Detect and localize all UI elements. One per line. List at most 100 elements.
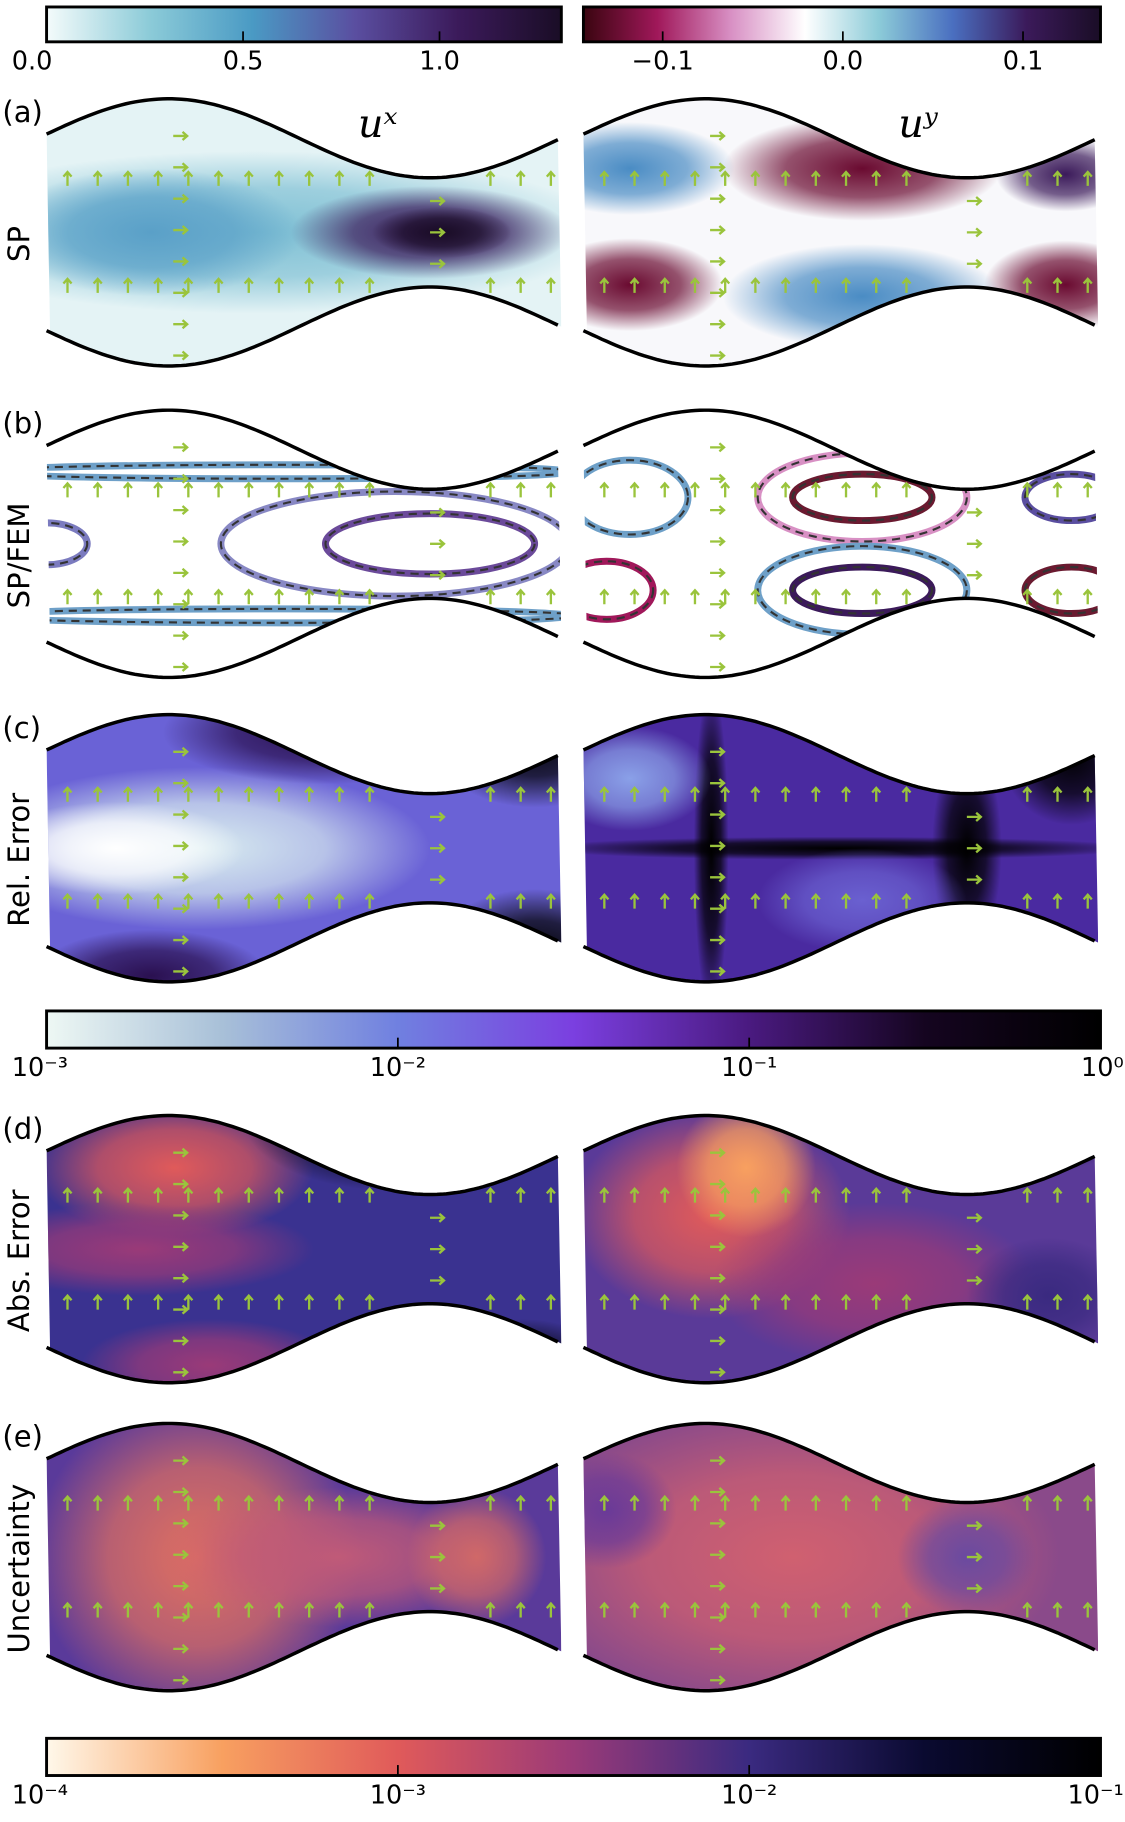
sensor-arrow	[183, 1601, 194, 1618]
sensor-arrow	[274, 481, 284, 498]
sensor-arrow	[485, 1186, 496, 1203]
sensor-arrow	[750, 786, 761, 802]
sensor-arrow	[901, 277, 912, 293]
sensor-arrow	[430, 1212, 446, 1223]
boundary	[582, 285, 1096, 368]
sensor-arrow	[430, 811, 446, 822]
sensor-arrow	[690, 1601, 700, 1618]
sensor-arrow	[515, 481, 526, 498]
row-label: Abs. Error	[2, 1189, 36, 1332]
sensor-arrow	[153, 481, 164, 498]
sensor-arrow	[173, 256, 189, 267]
sensor-arrow	[710, 1147, 726, 1158]
sensor-arrow	[841, 588, 851, 605]
sensor-arrow	[810, 277, 821, 293]
sensor-arrow	[841, 892, 851, 909]
sensor-arrow	[485, 892, 496, 909]
sensor-arrow	[659, 481, 670, 498]
sensor-arrow	[173, 225, 189, 236]
sensor-arrow	[871, 277, 882, 293]
sensor-arrow	[334, 481, 345, 498]
sensor-arrow	[599, 1186, 610, 1203]
sensor-arrow	[810, 1293, 821, 1310]
sensor-arrow	[92, 481, 103, 498]
sensor-arrow	[173, 1241, 189, 1252]
boundary	[45, 1421, 559, 1505]
sensor-arrow	[690, 786, 700, 802]
sensor-arrow	[545, 588, 556, 605]
boundary	[582, 1302, 1096, 1385]
sensor-arrow	[515, 277, 526, 293]
field-blob	[722, 244, 1002, 349]
sensor-arrow	[966, 1583, 983, 1594]
panel-label: (a)	[2, 95, 42, 129]
sensor-arrow	[599, 1494, 610, 1511]
colorbar-tick-label: 10⁻¹	[1068, 1780, 1124, 1810]
sensor-arrow	[92, 1601, 103, 1618]
sensor-arrow	[62, 481, 73, 498]
colorbar	[45, 1736, 1102, 1777]
panel	[583, 1115, 1099, 1383]
boundary	[582, 1609, 1096, 1693]
sensor-arrow	[62, 786, 73, 802]
sensor-arrow	[599, 786, 610, 802]
sensor-arrow	[430, 258, 446, 269]
sensor-arrow	[430, 1520, 446, 1531]
sensor-arrow	[173, 350, 189, 361]
sensor-arrow	[720, 786, 731, 802]
sensor-arrow	[720, 170, 731, 186]
field-blob	[583, 1452, 677, 1569]
sensor-arrow	[92, 588, 103, 605]
sensor-arrow	[750, 1293, 761, 1310]
sensor-arrow	[92, 1494, 103, 1511]
field-blob	[162, 714, 489, 785]
sensor-arrow	[62, 1494, 73, 1511]
sensor-arrow	[901, 892, 912, 909]
sensor-arrow	[304, 1494, 315, 1511]
sensor-arrow	[710, 872, 726, 883]
sensor-arrow	[1082, 481, 1093, 498]
sensor-arrow	[780, 588, 791, 605]
sensor-arrow	[1052, 481, 1063, 498]
sensor-arrow	[274, 588, 284, 605]
boundary	[582, 901, 1096, 984]
sensor-arrow	[173, 746, 189, 757]
sensor-arrow	[1022, 1601, 1033, 1618]
sensor-arrow	[780, 1601, 791, 1618]
sensor-arrow	[690, 277, 700, 293]
sensor-arrow	[710, 746, 726, 757]
sensor-arrow	[515, 1601, 526, 1618]
sensor-arrow	[710, 966, 726, 977]
sensor-arrow	[213, 588, 224, 605]
field-blob	[757, 848, 967, 953]
sensor-arrow	[153, 892, 164, 909]
sensor-arrow	[430, 1552, 446, 1563]
sensor-arrow	[334, 170, 345, 186]
sensor-arrow	[710, 599, 726, 610]
sensor-arrow	[710, 1210, 726, 1221]
contour-fem	[1023, 473, 1099, 522]
sensor-arrow	[629, 481, 640, 498]
sensor-arrow	[1022, 588, 1033, 605]
panel	[46, 410, 562, 678]
sensor-arrow	[841, 1293, 851, 1310]
sensor-arrow	[690, 170, 700, 186]
panel-field	[46, 410, 562, 678]
sensor-arrow	[364, 588, 375, 605]
sensor-arrow	[1082, 892, 1093, 909]
sensor-arrow	[810, 1186, 821, 1203]
sensor-arrow	[430, 570, 446, 581]
sensor-arrow	[62, 892, 73, 909]
sensor-arrow	[966, 258, 983, 269]
sensor-arrow	[780, 892, 791, 909]
sensor-arrow	[274, 786, 284, 802]
sensor-arrow	[173, 505, 189, 516]
sensor-arrow	[720, 892, 731, 909]
sensor-arrow	[243, 1494, 254, 1511]
colorbar-tick-label: 10⁻³	[370, 1780, 426, 1810]
sensor-arrow	[334, 1293, 345, 1310]
sensor-arrow	[966, 538, 983, 549]
sensor-arrow	[274, 1601, 284, 1618]
sensor-arrow	[173, 778, 189, 789]
